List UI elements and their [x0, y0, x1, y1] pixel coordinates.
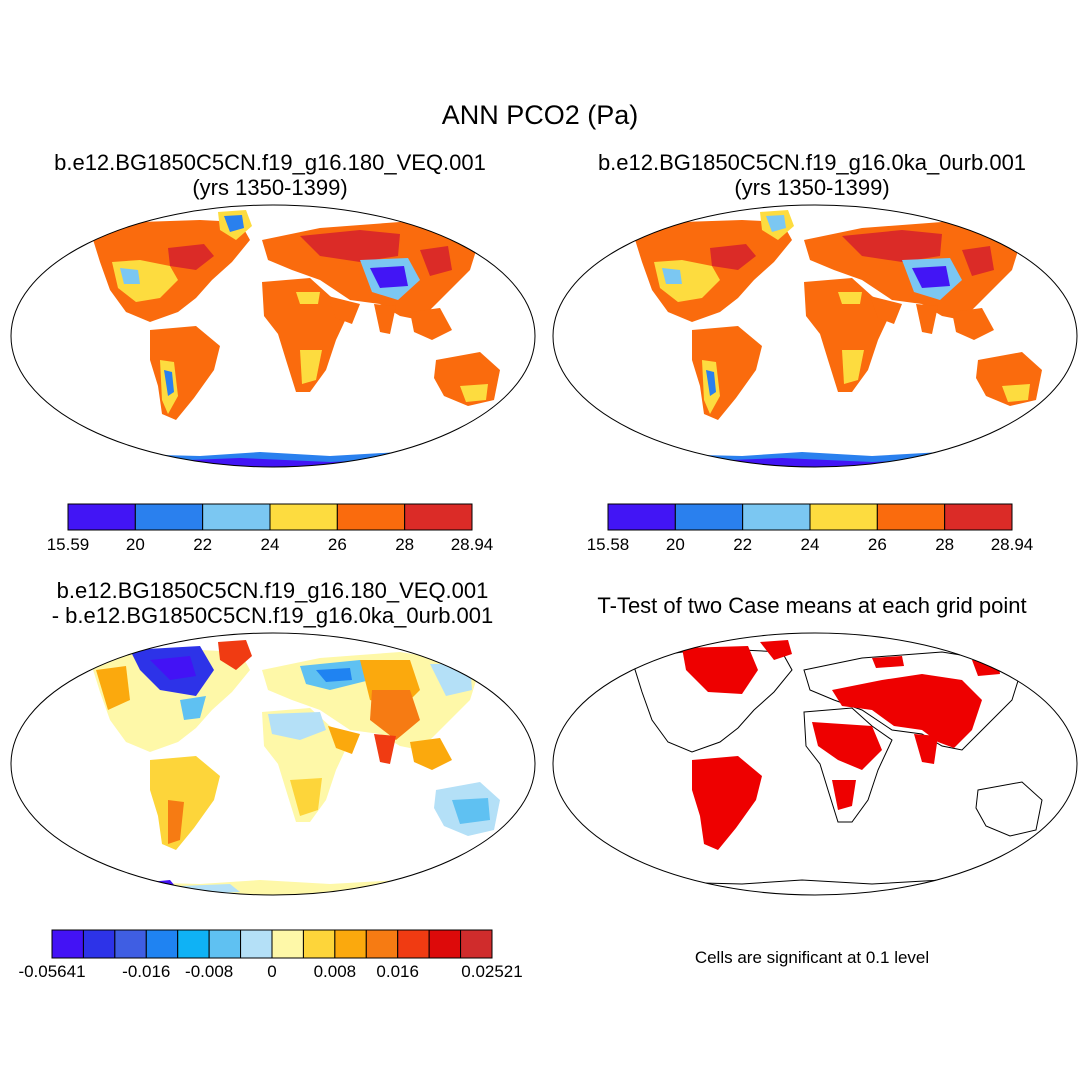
- colorbar-2-label: 28.94: [990, 535, 1034, 554]
- colorbar-3-swatch: [334, 929, 367, 959]
- colorbar-1-label: 26: [327, 535, 347, 554]
- colorbar-2-label: 15.58: [586, 535, 630, 554]
- colorbar-3-swatch: [145, 929, 179, 959]
- significance-note: Cells are significant at 0.1 level: [694, 948, 930, 967]
- panel-2-title-line1: b.e12.BG1850C5CN.f19_g16.0ka_0urb.001: [597, 150, 1027, 175]
- colorbar-3-swatch: [240, 929, 273, 959]
- colorbar-1-label: 28.94: [450, 535, 494, 554]
- colorbar-3-swatch: [51, 929, 84, 959]
- colorbar-2-swatch: [809, 503, 878, 531]
- colorbar-2-label: 24: [800, 535, 820, 554]
- colorbar-1-swatch: [202, 503, 271, 531]
- panel-3-title: b.e12.BG1850C5CN.f19_g16.180_VEQ.001 - b…: [0, 578, 545, 628]
- colorbar-2-label: 22: [733, 535, 753, 554]
- colorbar-3-swatch: [428, 929, 462, 959]
- colorbar-2-swatch: [742, 503, 811, 531]
- colorbar-1-swatch: [134, 503, 204, 531]
- colorbar-2: [607, 503, 1013, 531]
- colorbar-1-label: 20: [125, 535, 145, 554]
- colorbar-1-swatch: [336, 503, 406, 531]
- main-title: ANN PCO2 (Pa): [441, 100, 639, 130]
- colorbar-2-label: 28: [935, 535, 955, 554]
- map-panel-3: [0, 630, 545, 905]
- colorbar-3-label: 0.008: [313, 962, 357, 981]
- colorbar-3-label: 0.016: [376, 962, 419, 981]
- colorbar-2-label: 26: [867, 535, 887, 554]
- panel-3-title-line2: - b.e12.BG1850C5CN.f19_g16.0ka_0urb.001: [51, 603, 494, 628]
- colorbar-3-labels: -0.05641 -0.016 -0.008 0 0.008 0.016 0.02521: [18, 962, 522, 984]
- colorbar-3-label: 0.02521: [461, 962, 523, 981]
- colorbar-3-label: -0.008: [185, 962, 234, 981]
- map-3-land: [60, 640, 500, 895]
- colorbar-3-label: 0: [267, 962, 277, 981]
- panel-1-title-line1: b.e12.BG1850C5CN.f19_g16.180_VEQ.001: [54, 150, 486, 175]
- colorbar-2-label: 20: [665, 535, 685, 554]
- colorbar-2-swatch: [944, 503, 1013, 531]
- map-4-land: [611, 640, 1043, 895]
- panel-4-title: T-Test of two Case means at each grid po…: [597, 593, 1027, 618]
- colorbar-3-swatch: [365, 929, 399, 959]
- colorbar-1-label: 28: [395, 535, 415, 554]
- panel-3-title-line1: b.e12.BG1850C5CN.f19_g16.180_VEQ.001: [56, 578, 489, 603]
- colorbar-3-swatch: [208, 929, 242, 959]
- colorbar-3-swatch: [302, 929, 336, 959]
- map-panel-2: [552, 204, 1078, 468]
- colorbar-3-swatch: [271, 929, 304, 959]
- colorbar-1-label: 24: [260, 535, 280, 554]
- colorbar-1-label: 15.59: [46, 535, 90, 554]
- colorbar-1-swatch: [404, 503, 473, 531]
- colorbar-1: [67, 503, 473, 531]
- map-2-land: [602, 210, 1042, 467]
- colorbar-3-swatch: [460, 929, 493, 959]
- colorbar-2-swatch: [607, 503, 676, 531]
- colorbar-3-swatch: [82, 929, 116, 959]
- colorbar-3-label: -0.05641: [18, 962, 86, 981]
- colorbar-3-swatch: [114, 929, 147, 959]
- colorbar-2-swatch: [876, 503, 946, 531]
- map-panel-1: [10, 204, 536, 468]
- colorbar-1-swatch: [67, 503, 136, 531]
- colorbar-2-labels: 15.58 20 22 24 26 28 28.94: [587, 535, 1034, 557]
- colorbar-1-labels: 15.59 20 22 24 26 28 28.94: [47, 535, 494, 557]
- panel-1-title: b.e12.BG1850C5CN.f19_g16.180_VEQ.001 (yr…: [0, 150, 540, 200]
- panel-1-title-line2: (yrs 1350-1399): [192, 175, 348, 200]
- panel-2-title: b.e12.BG1850C5CN.f19_g16.0ka_0urb.001 (y…: [542, 150, 1080, 200]
- colorbar-3-swatch: [177, 929, 210, 959]
- colorbar-3: [51, 929, 493, 959]
- colorbar-1-swatch: [269, 503, 338, 531]
- map-panel-4: [552, 632, 1078, 896]
- panel-2-title-line2: (yrs 1350-1399): [734, 175, 890, 200]
- colorbar-3-swatch: [397, 929, 430, 959]
- colorbar-2-swatch: [674, 503, 744, 531]
- colorbar-3-label: -0.016: [122, 962, 171, 981]
- colorbar-1-label: 22: [193, 535, 213, 554]
